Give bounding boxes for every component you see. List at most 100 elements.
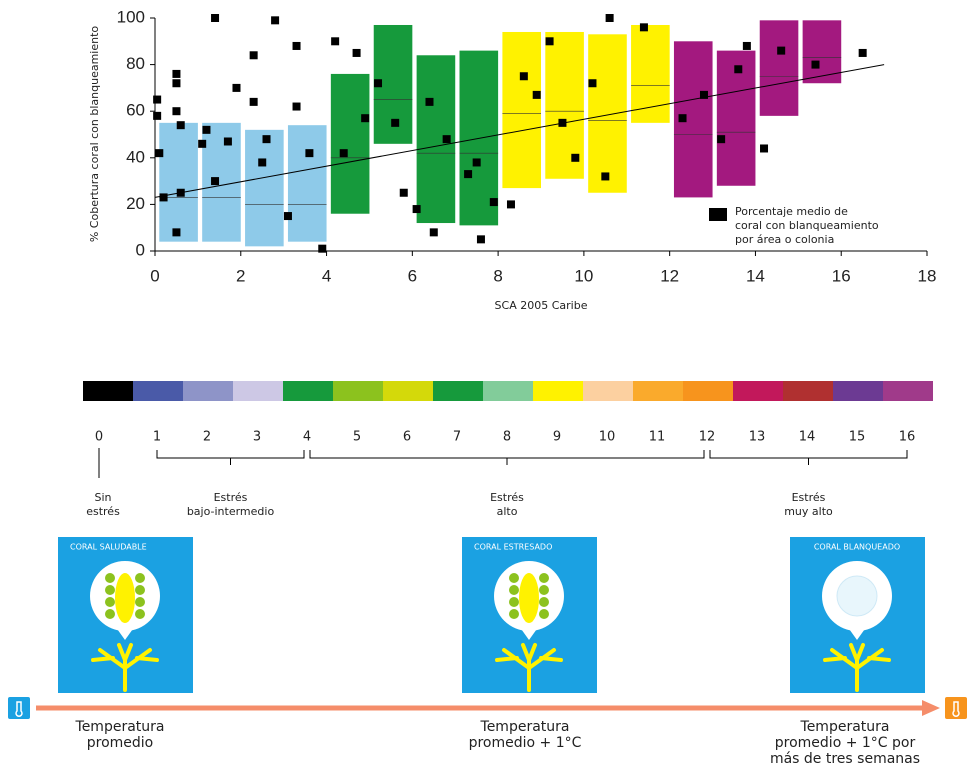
box bbox=[202, 123, 241, 242]
polyp-dot bbox=[509, 585, 519, 595]
polyp-dot bbox=[509, 609, 519, 619]
y-tick-label: 80 bbox=[126, 54, 145, 73]
group-label: bajo-intermedio bbox=[187, 505, 275, 518]
polyp-dot bbox=[509, 573, 519, 583]
point bbox=[177, 121, 185, 129]
box bbox=[159, 123, 198, 242]
scale-segment bbox=[483, 381, 533, 401]
scale-segment bbox=[683, 381, 733, 401]
scale-label: 14 bbox=[799, 430, 816, 445]
point bbox=[391, 119, 399, 127]
point bbox=[258, 158, 266, 166]
bracket bbox=[310, 450, 704, 465]
point bbox=[477, 235, 485, 243]
point bbox=[473, 158, 481, 166]
scale-label: 8 bbox=[503, 430, 511, 445]
scale-label: 12 bbox=[699, 430, 716, 445]
point bbox=[700, 91, 708, 99]
point bbox=[211, 177, 219, 185]
polyp-dot bbox=[135, 585, 145, 595]
x-tick-label: 10 bbox=[574, 266, 593, 285]
x-tick-label: 18 bbox=[918, 266, 937, 285]
point bbox=[250, 98, 258, 106]
legend-label: por área o colonia bbox=[735, 233, 834, 246]
point bbox=[413, 205, 421, 213]
point bbox=[153, 112, 161, 120]
scale-segment bbox=[383, 381, 433, 401]
point bbox=[160, 193, 168, 201]
bracket bbox=[157, 450, 304, 465]
temperature-label: promedio + 1°C bbox=[469, 735, 582, 751]
box bbox=[760, 20, 799, 116]
y-tick-label: 20 bbox=[126, 194, 145, 213]
box bbox=[245, 130, 284, 247]
x-tick-label: 8 bbox=[493, 266, 502, 285]
scale-label: 5 bbox=[353, 430, 361, 445]
point bbox=[263, 135, 271, 143]
point bbox=[601, 172, 609, 180]
point bbox=[172, 228, 180, 236]
polyp-dot bbox=[539, 597, 549, 607]
point bbox=[533, 91, 541, 99]
scale-segment bbox=[233, 381, 283, 401]
point bbox=[318, 245, 326, 253]
point bbox=[571, 154, 579, 162]
point bbox=[811, 61, 819, 69]
temperature-label: Temperatura bbox=[75, 719, 165, 735]
group-label: muy alto bbox=[784, 505, 833, 518]
y-tick-label: 100 bbox=[117, 7, 145, 26]
y-tick-label: 40 bbox=[126, 147, 145, 166]
scale-segment bbox=[83, 381, 133, 401]
group-label: Estrés bbox=[792, 491, 826, 504]
polyp-dot bbox=[105, 597, 115, 607]
x-axis-label: SCA 2005 Caribe bbox=[495, 299, 588, 312]
scale-label: 1 bbox=[153, 430, 161, 445]
point bbox=[558, 119, 566, 127]
point bbox=[202, 126, 210, 134]
y-tick-label: 60 bbox=[126, 101, 145, 120]
scale-label: 3 bbox=[253, 430, 261, 445]
scale-label: 6 bbox=[403, 430, 411, 445]
temperature-label: promedio bbox=[87, 735, 154, 751]
scale-label: 9 bbox=[553, 430, 561, 445]
scale-segment bbox=[633, 381, 683, 401]
group-label: alto bbox=[497, 505, 518, 518]
point bbox=[717, 135, 725, 143]
point bbox=[443, 135, 451, 143]
point bbox=[172, 107, 180, 115]
scale-label: 10 bbox=[599, 430, 616, 445]
point bbox=[271, 16, 279, 24]
scale-label: 13 bbox=[749, 430, 766, 445]
scale-label: 4 bbox=[303, 430, 311, 445]
polyp-dot bbox=[135, 609, 145, 619]
scale-segment bbox=[283, 381, 333, 401]
group-label: Estrés bbox=[490, 491, 524, 504]
scale-label: 16 bbox=[899, 430, 916, 445]
scale-segment bbox=[783, 381, 833, 401]
temperature-label: promedio + 1°C por bbox=[775, 735, 916, 751]
point bbox=[464, 170, 472, 178]
point bbox=[155, 149, 163, 157]
polyp-dot bbox=[539, 609, 549, 619]
box bbox=[288, 125, 327, 241]
point bbox=[374, 79, 382, 87]
box bbox=[588, 34, 627, 192]
infographic: % Cobertura coral con blanqueamiento SCA… bbox=[0, 0, 978, 775]
group-label: Sin bbox=[94, 491, 111, 504]
legend-label: coral con blanqueamiento bbox=[735, 219, 879, 232]
point bbox=[172, 70, 180, 78]
x-tick-label: 12 bbox=[660, 266, 679, 285]
x-tick-label: 6 bbox=[408, 266, 417, 285]
point bbox=[546, 37, 554, 45]
x-tick-label: 2 bbox=[236, 266, 245, 285]
point bbox=[606, 14, 614, 22]
scale-segment bbox=[133, 381, 183, 401]
box bbox=[502, 32, 541, 188]
point bbox=[305, 149, 313, 157]
point bbox=[293, 42, 301, 50]
point bbox=[361, 114, 369, 122]
scale-label: 0 bbox=[95, 430, 103, 445]
point bbox=[177, 189, 185, 197]
scale-label: 15 bbox=[849, 430, 866, 445]
bleached-polyp bbox=[837, 576, 877, 616]
